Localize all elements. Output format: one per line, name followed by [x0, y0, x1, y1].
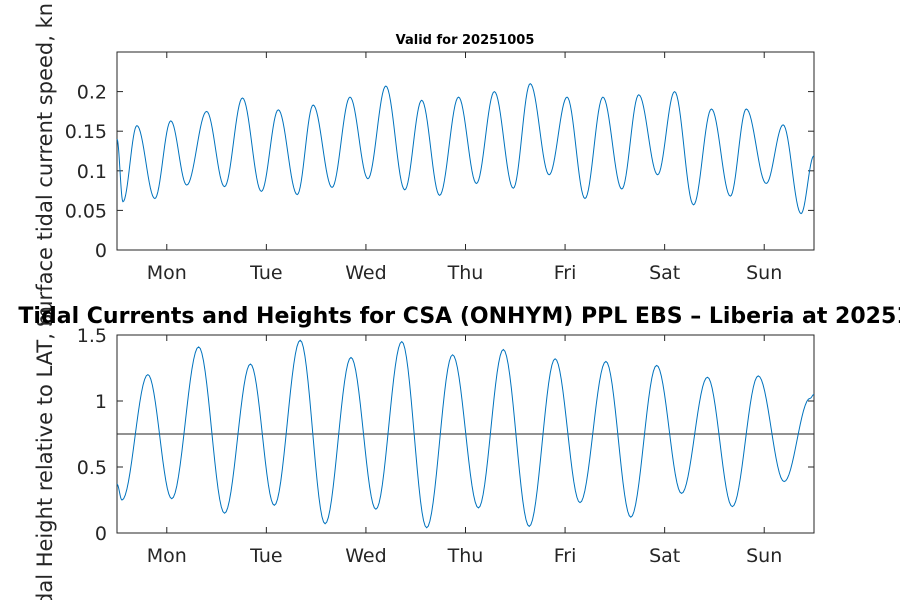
chart-speed-title: Valid for 20251005	[396, 33, 535, 48]
chart-speed-x-tick-label: Fri	[554, 262, 577, 284]
chart-speed-y-tick-label: 0	[95, 240, 107, 262]
chart-speed-x-tick-label: Tue	[249, 262, 282, 284]
chart-height-y-tick-label: 1	[95, 391, 107, 413]
chart-speed-y-tick-label: 0.1	[77, 161, 107, 183]
chart-speed-series-line	[116, 83, 815, 215]
chart-speed-axes-box	[116, 51, 815, 251]
chart-height-y-tick-label: 0	[95, 523, 107, 545]
chart-height-x-tick-label: Sun	[746, 545, 782, 567]
chart-height-title: Tidal Currents and Heights for CSA (ONHY…	[18, 304, 900, 329]
chart-height-x-tick-label: Fri	[554, 545, 577, 567]
chart-height-y-tick-label: 1.5	[77, 325, 107, 347]
chart-height-x-tick-label: Mon	[147, 545, 187, 567]
chart-height-x-tick-label: Sat	[649, 545, 680, 567]
chart-speed-ylabel: Surface tidal current speed, kn	[33, 3, 57, 327]
chart-height-ylabel: Tidal Height relative to LAT, m	[33, 306, 57, 600]
chart-height: 0 0.5 1 1.5 Mon Tue Wed Thu Fri Sat Sun Tidal Hei…	[18, 304, 900, 600]
chart-height-x-tick-label: Wed	[345, 545, 386, 567]
chart-height-x-ticks: Mon Tue Wed Thu Fri Sat Sun	[147, 335, 782, 567]
chart-height-y-ticks: 0 0.5 1 1.5	[77, 325, 814, 545]
chart-speed-x-ticks: Mon Tue Wed Thu Fri Sat Sun	[147, 52, 782, 284]
chart-speed-y-tick-label: 0.2	[77, 82, 107, 104]
chart-speed-x-tick-label: Thu	[447, 262, 484, 284]
chart-height-x-tick-label: Thu	[447, 545, 484, 567]
chart-speed: Valid for 20251005 0 0.05 0.1 0.15 0.2 Mon Tu…	[33, 3, 815, 327]
chart-speed-x-tick-label: Wed	[345, 262, 386, 284]
chart-speed-y-tick-label: 0.15	[65, 121, 107, 143]
chart-height-y-tick-label: 0.5	[77, 457, 107, 479]
chart-height-series-line	[116, 339, 815, 529]
chart-height-x-tick-label: Tue	[249, 545, 282, 567]
chart-speed-y-ticks: 0 0.05 0.1 0.15 0.2	[65, 82, 814, 262]
chart-speed-x-tick-label: Sun	[746, 262, 782, 284]
chart-speed-y-tick-label: 0.05	[65, 200, 107, 222]
chart-speed-x-tick-label: Mon	[147, 262, 187, 284]
chart-speed-x-tick-label: Sat	[649, 262, 680, 284]
